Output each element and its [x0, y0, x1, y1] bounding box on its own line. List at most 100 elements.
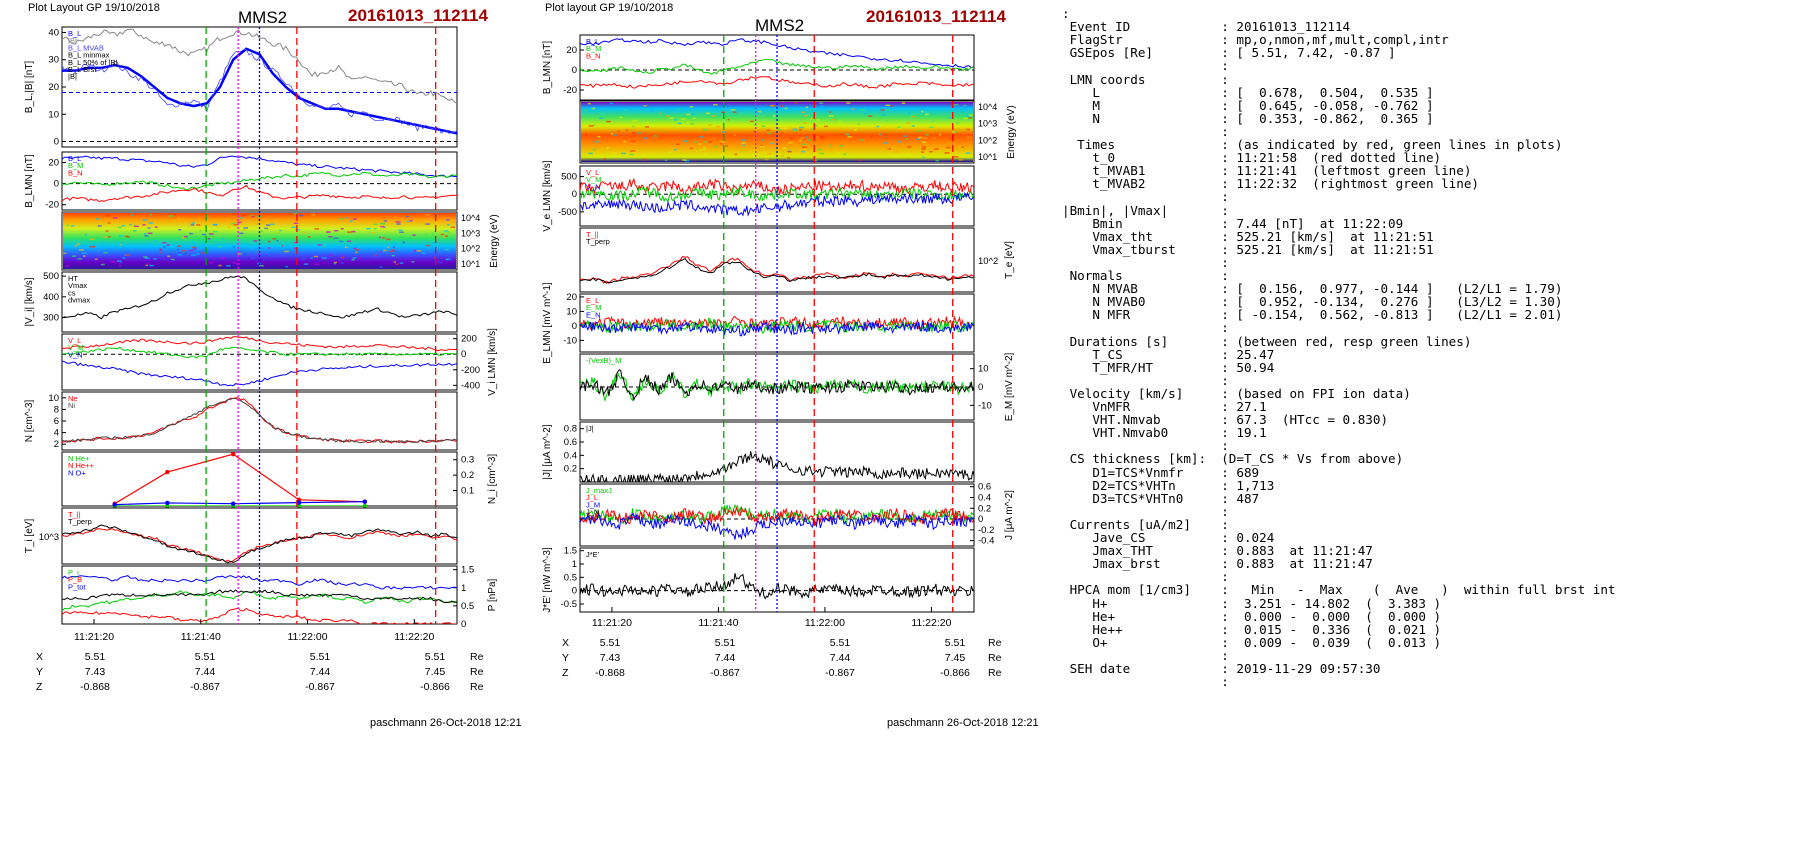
panel-B_LMN: -20 0 20 B_LMN [nT] B_LB_MB_N — [24, 151, 458, 211]
legend-entry: B_L Brst — [68, 65, 97, 74]
spectrogram-cell — [182, 249, 187, 252]
time-tick-label: 11:22:00 — [805, 617, 845, 629]
spectrogram-cell — [65, 222, 68, 224]
series-point — [230, 501, 236, 506]
tick-label: 1 — [572, 559, 577, 570]
spectrogram-cell — [631, 132, 637, 134]
tick-label: 0.4 — [564, 450, 577, 461]
spectrogram-cell — [391, 254, 395, 257]
spectrogram-cell — [794, 149, 798, 152]
spectrogram-cell — [162, 246, 166, 248]
spectrogram-cell — [176, 248, 180, 251]
spectrogram-cell — [268, 247, 271, 249]
spectrogram-cell — [353, 247, 357, 250]
spectrogram-cell — [742, 144, 746, 147]
spectrogram-cell — [801, 150, 806, 153]
series-line — [62, 397, 457, 444]
spectrogram-cell — [143, 256, 148, 258]
spectrogram-cell — [212, 223, 217, 226]
spectrogram-cell — [704, 153, 707, 155]
tick-label: 0.4 — [978, 492, 991, 503]
spectrogram-cell — [829, 111, 832, 113]
spectrogram-cell — [845, 133, 849, 136]
spectrogram-cell — [307, 236, 311, 238]
spectrogram-cell — [703, 148, 707, 151]
spectrogram-cell — [201, 233, 207, 236]
series-line — [62, 28, 457, 104]
spectrogram-cell — [612, 153, 617, 155]
spectrogram-cell — [816, 148, 822, 151]
spectrogram-cell — [154, 226, 158, 228]
spectrogram-cell — [885, 147, 889, 150]
info-line: : — [1062, 254, 1229, 270]
spectrogram-cell — [770, 142, 774, 144]
info-line: N MFR : [ -0.154, 0.562, -0.813 ] (L2/L1… — [1062, 307, 1563, 323]
legend-entry: T_perp — [586, 237, 610, 246]
spectrogram-cell — [792, 128, 797, 130]
spectrogram-cell — [121, 225, 126, 227]
spectrogram-cell — [144, 257, 150, 259]
spectrogram-cell — [953, 104, 959, 106]
spectrogram-cell — [142, 224, 146, 226]
spectrogram-cell — [803, 122, 808, 124]
spectrogram-cell — [770, 141, 774, 143]
spectrogram-cell — [264, 227, 269, 230]
spectrogram-cell — [708, 124, 712, 126]
spectrogram-cell — [143, 233, 147, 235]
spectrogram-cell — [233, 224, 238, 226]
spectrogram-cell — [665, 115, 670, 117]
spectrogram-cell — [302, 231, 307, 234]
position-value: 7.44 — [830, 652, 851, 664]
spectrogram-cell — [97, 225, 102, 227]
panel-Ti: 10^3 T_i [eV] T_||T_perp — [24, 507, 458, 565]
spectrogram-cell — [876, 125, 880, 128]
panel-E_LMN: -10 0 10 20 E_LMN [mV m^-1] E_LE_ME_N — [542, 282, 975, 364]
spectrogram-cell — [906, 146, 912, 148]
series-point — [112, 502, 117, 507]
legend-entry: V_N — [586, 182, 601, 191]
info-line: VHT.Nmvab : 67.3 (HTcc = 0.830) — [1062, 412, 1389, 428]
spectrogram-cell — [243, 227, 248, 229]
info-line: Times : (as indicated by red, green line… — [1062, 137, 1563, 152]
info-line: D1=TCS*Vnmfr : 689 — [1062, 464, 1260, 480]
spectrogram-cell — [864, 112, 868, 115]
spectrogram-cell — [145, 264, 148, 267]
spectrogram-cell — [754, 112, 760, 114]
panel-e_spec: 10^1 10^2 10^3 10^4 Energy (eV) — [579, 100, 1017, 164]
info-line: CS thickness [km]: (D=T_CS * Vs from abo… — [1062, 451, 1404, 467]
spectrogram-cell — [334, 229, 339, 232]
info-line: : — [1062, 58, 1229, 74]
spectrogram-cell — [858, 159, 861, 161]
series-line — [580, 185, 974, 203]
tick-label: 10^2 — [461, 244, 480, 254]
spectrogram-cell — [355, 251, 358, 254]
info-line: : — [1062, 647, 1229, 663]
legend-entry: T_|| — [68, 510, 81, 519]
spectrogram-cell — [776, 128, 782, 131]
position-value: 7.43 — [600, 652, 621, 664]
spectrogram-cell — [712, 115, 716, 117]
spectrogram-cell — [399, 262, 404, 264]
spectrogram-cell — [959, 146, 963, 148]
spectrogram-cell — [606, 120, 611, 123]
spectrogram-cell — [149, 264, 154, 267]
info-line: SEH date : 2019-11-29 09:57:30 — [1062, 661, 1381, 676]
legend-entry: P_tot — [68, 582, 86, 591]
spectrogram-cell — [340, 255, 343, 257]
spectrogram-cell — [689, 105, 694, 108]
axis-label: |V_i| [km/s] — [24, 277, 35, 326]
spectrogram-cell — [968, 117, 972, 119]
spectrogram-cell — [868, 115, 873, 117]
spectrogram-cell — [314, 263, 319, 266]
spectrogram-cell — [108, 235, 111, 238]
legend-entry: HT — [68, 274, 78, 283]
series-point — [362, 499, 368, 504]
spectrogram-cell — [642, 159, 647, 161]
position-row-label: Z — [36, 681, 43, 693]
spectrogram-cell — [946, 146, 951, 149]
spectrogram-cell — [760, 144, 764, 147]
spectrogram-cell — [584, 133, 588, 135]
spectrogram-cell — [250, 214, 255, 217]
spectrogram-cell — [333, 262, 336, 265]
